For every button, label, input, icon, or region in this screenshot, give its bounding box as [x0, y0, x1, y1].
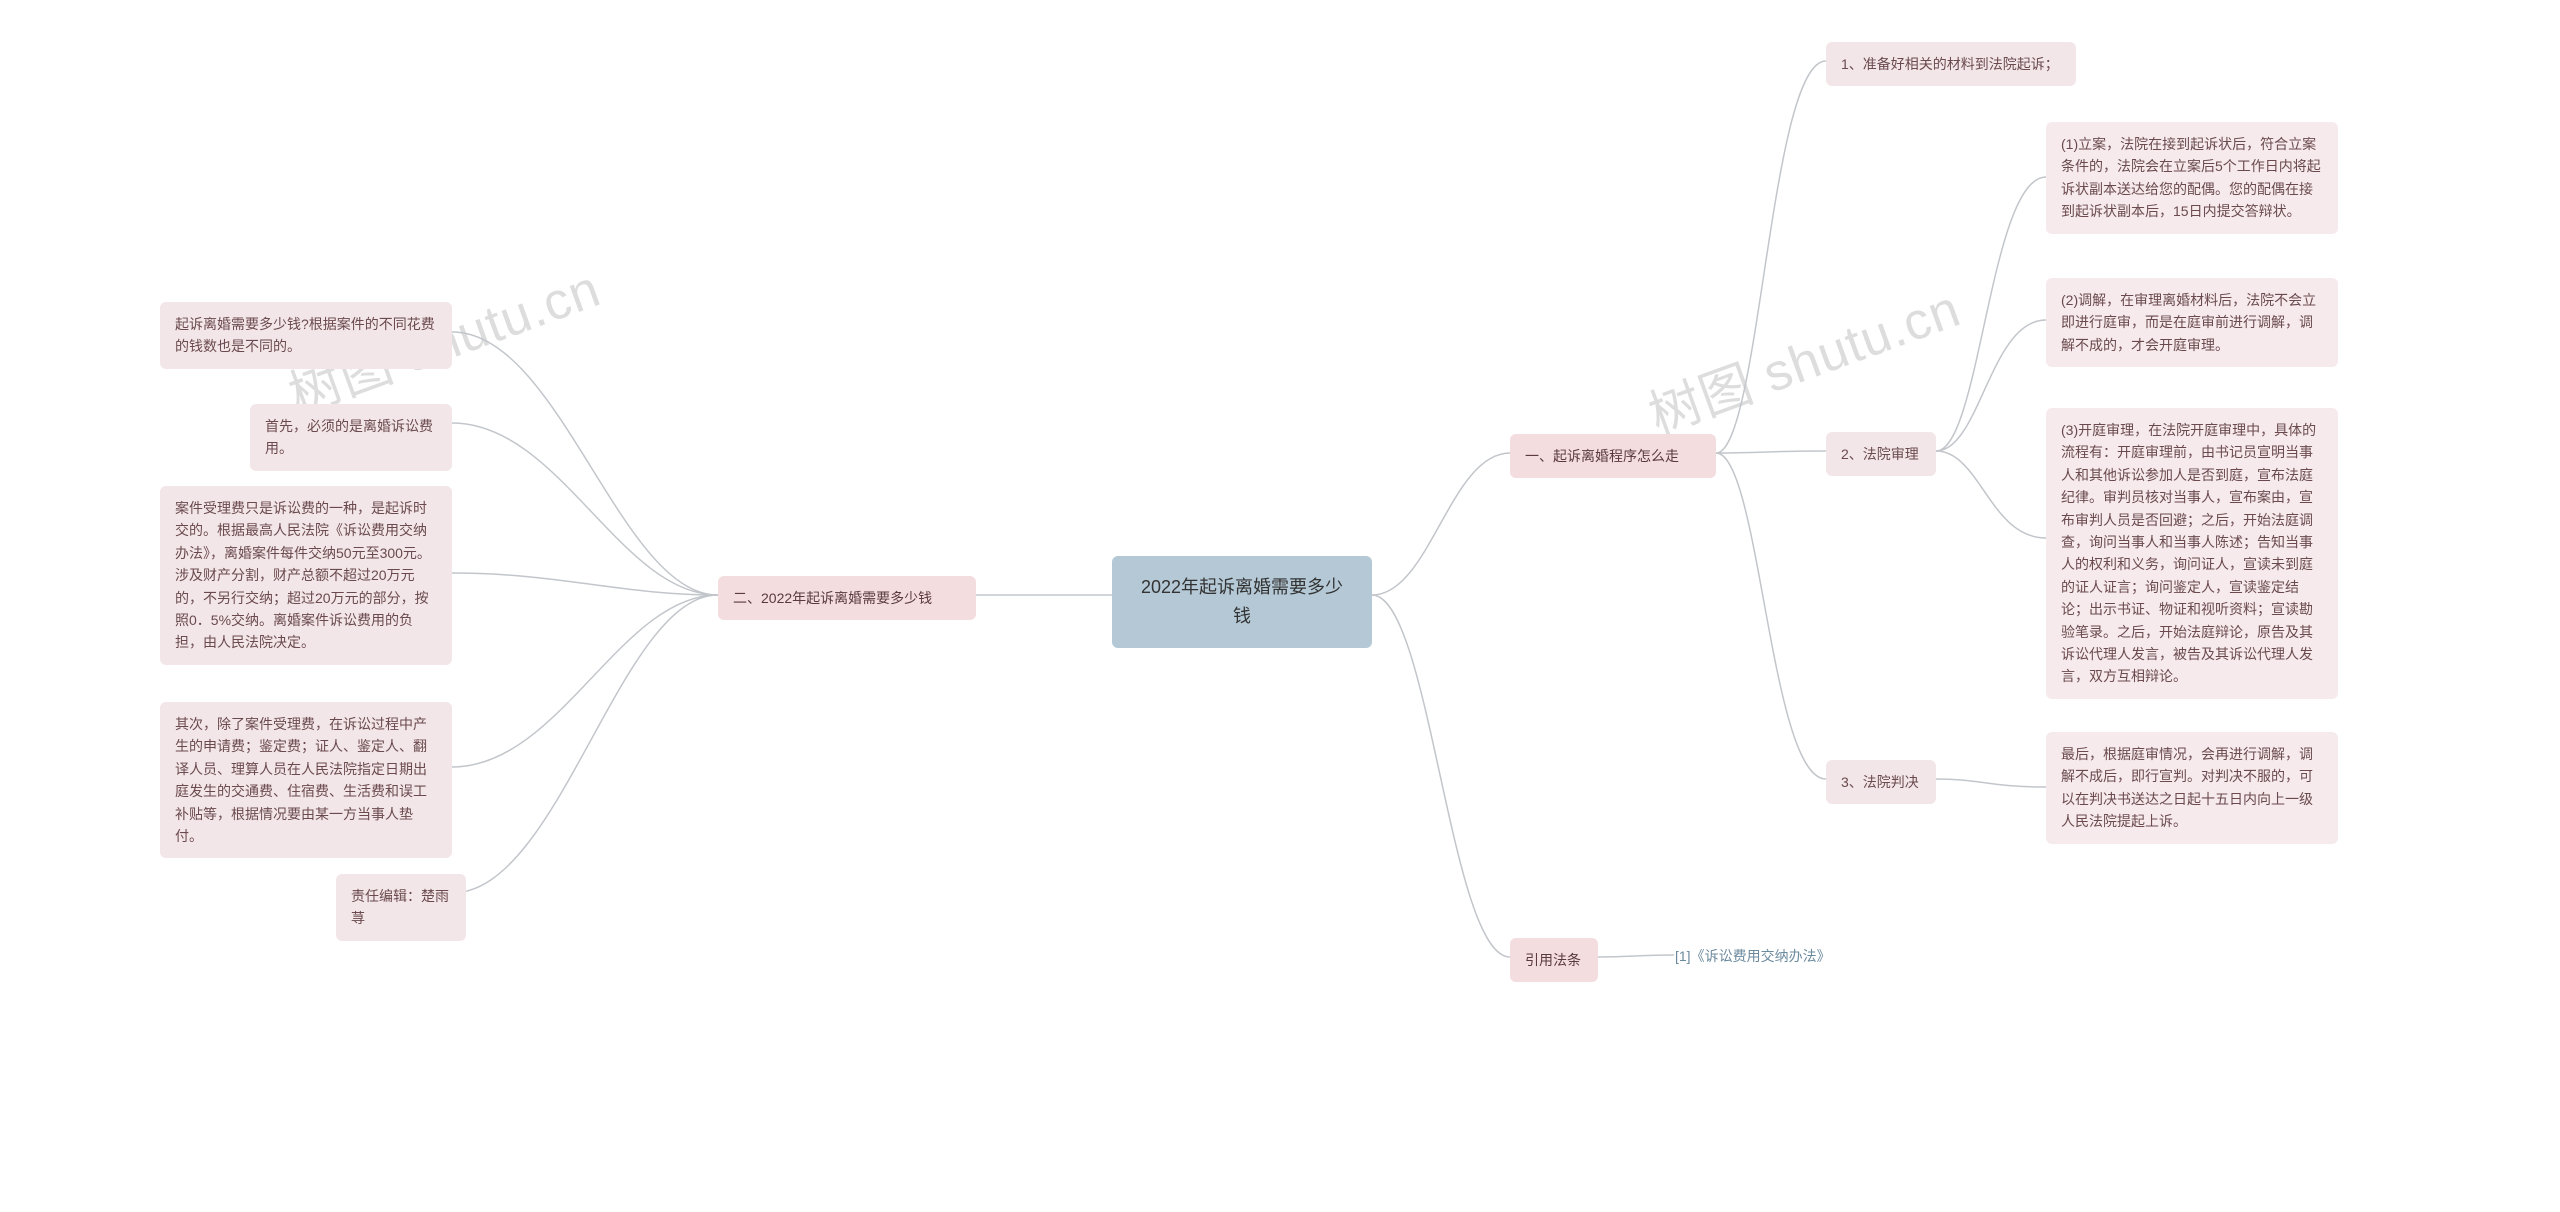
watermark-2: 树图 shutu.cn	[1637, 267, 1969, 449]
root-node[interactable]: 2022年起诉离婚需要多少 钱	[1112, 556, 1372, 648]
section-1-item-2-text: 2、法院审理	[1841, 446, 1919, 462]
section-1-item-2-sub-1[interactable]: (1)立案，法院在接到起诉状后，符合立案条件的，法院会在立案后5个工作日内将起诉…	[2046, 122, 2338, 234]
section-2-item-2-text: 首先，必须的是离婚诉讼费用。	[265, 418, 433, 456]
root-label-line2: 钱	[1233, 606, 1251, 626]
section-2-item-3[interactable]: 案件受理费只是诉讼费的一种，是起诉时交的。根据最高人民法院《诉讼费用交纳办法》，…	[160, 486, 452, 665]
section-2-item-3-text: 案件受理费只是诉讼费的一种，是起诉时交的。根据最高人民法院《诉讼费用交纳办法》，…	[175, 500, 431, 650]
section-2-item-5[interactable]: 责任编辑：楚雨荨	[336, 874, 466, 941]
section-1-label: 一、起诉离婚程序怎么走	[1525, 448, 1679, 464]
section-2-item-5-text: 责任编辑：楚雨荨	[351, 888, 449, 926]
section-2-item-4[interactable]: 其次，除了案件受理费，在诉讼过程中产生的申请费；鉴定费；证人、鉴定人、翻译人员、…	[160, 702, 452, 858]
section-3-label: 引用法条	[1525, 952, 1581, 968]
section-1-item-3-sub-1-text: 最后，根据庭审情况，会再进行调解，调解不成后，即行宣判。对判决不服的，可以在判决…	[2061, 746, 2313, 829]
section-1-item-2-sub-3[interactable]: (3)开庭审理，在法院开庭审理中，具体的流程有：开庭审理前，由书记员宣明当事人和…	[2046, 408, 2338, 699]
mindmap-canvas: 树图 shutu.cn 树图 shutu.cn 2022年起诉离婚需要多少 钱	[0, 0, 2560, 1212]
section-2-item-1-text: 起诉离婚需要多少钱?根据案件的不同花费的钱数也是不同的。	[175, 316, 435, 354]
section-3-ref-text: [1]《诉讼费用交纳办法》	[1675, 948, 1831, 964]
section-3-ref[interactable]: [1]《诉讼费用交纳办法》	[1674, 940, 1894, 972]
section-1-item-1[interactable]: 1、准备好相关的材料到法院起诉；	[1826, 42, 2076, 86]
section-1-item-1-text: 1、准备好相关的材料到法院起诉；	[1841, 56, 2059, 72]
section-2-item-2[interactable]: 首先，必须的是离婚诉讼费用。	[250, 404, 452, 471]
section-3-node[interactable]: 引用法条	[1510, 938, 1598, 982]
section-2-item-4-text: 其次，除了案件受理费，在诉讼过程中产生的申请费；鉴定费；证人、鉴定人、翻译人员、…	[175, 716, 427, 844]
section-1-item-3-text: 3、法院判决	[1841, 774, 1919, 790]
section-1-node[interactable]: 一、起诉离婚程序怎么走	[1510, 434, 1716, 478]
section-1-item-2-sub-3-text: (3)开庭审理，在法院开庭审理中，具体的流程有：开庭审理前，由书记员宣明当事人和…	[2061, 422, 2316, 684]
section-1-item-3-sub-1[interactable]: 最后，根据庭审情况，会再进行调解，调解不成后，即行宣判。对判决不服的，可以在判决…	[2046, 732, 2338, 844]
section-1-item-2[interactable]: 2、法院审理	[1826, 432, 1936, 476]
section-2-label: 二、2022年起诉离婚需要多少钱	[733, 590, 932, 606]
section-1-item-2-sub-2[interactable]: (2)调解，在审理离婚材料后，法院不会立即进行庭审，而是在庭审前进行调解，调解不…	[2046, 278, 2338, 367]
section-2-node[interactable]: 二、2022年起诉离婚需要多少钱	[718, 576, 976, 620]
section-1-item-2-sub-2-text: (2)调解，在审理离婚材料后，法院不会立即进行庭审，而是在庭审前进行调解，调解不…	[2061, 292, 2316, 353]
section-1-item-2-sub-1-text: (1)立案，法院在接到起诉状后，符合立案条件的，法院会在立案后5个工作日内将起诉…	[2061, 136, 2321, 219]
root-label-line1: 2022年起诉离婚需要多少	[1141, 577, 1343, 597]
section-1-item-3[interactable]: 3、法院判决	[1826, 760, 1936, 804]
section-2-item-1[interactable]: 起诉离婚需要多少钱?根据案件的不同花费的钱数也是不同的。	[160, 302, 452, 369]
